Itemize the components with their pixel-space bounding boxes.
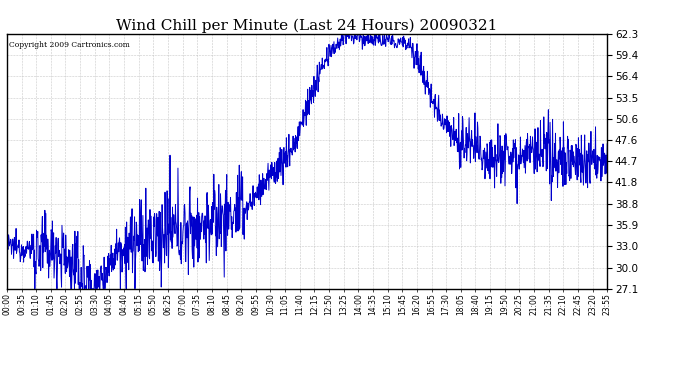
Text: Copyright 2009 Cartronics.com: Copyright 2009 Cartronics.com (9, 41, 130, 50)
Title: Wind Chill per Minute (Last 24 Hours) 20090321: Wind Chill per Minute (Last 24 Hours) 20… (117, 18, 497, 33)
